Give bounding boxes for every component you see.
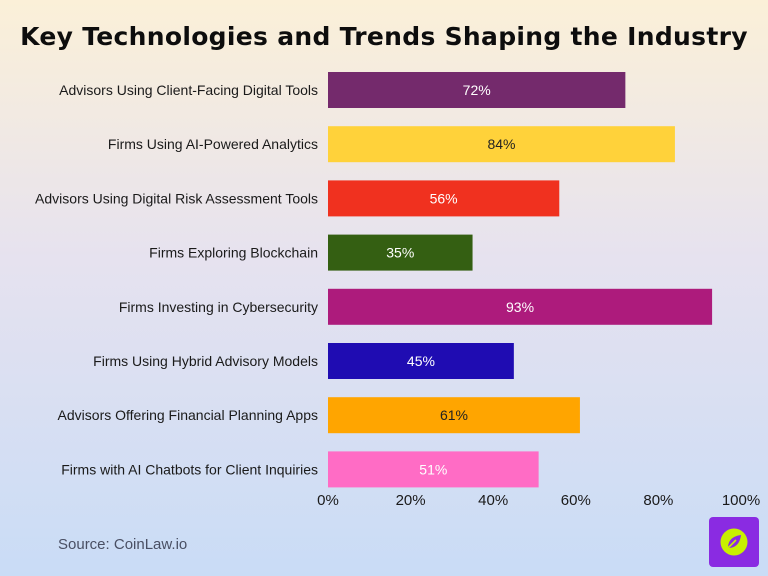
source-text: Source: CoinLaw.io: [58, 536, 188, 553]
x-tick-label: 40%: [478, 492, 508, 509]
bar: [328, 343, 514, 379]
bar-value-label: 72%: [463, 82, 491, 98]
category-label: Firms Investing in Cybersecurity: [119, 299, 318, 315]
bar-value-label: 35%: [386, 245, 414, 261]
x-axis-ticks: 0% 20% 40% 60% 80% 100%: [317, 492, 760, 509]
bar-value-label: 45%: [407, 353, 435, 369]
category-label: Advisors Offering Financial Planning App…: [58, 407, 318, 423]
category-label: Firms Exploring Blockchain: [149, 245, 318, 261]
x-tick-label: 100%: [722, 492, 760, 509]
category-label: Advisors Using Client-Facing Digital Too…: [59, 82, 318, 98]
bar: [328, 451, 539, 488]
bar: [328, 397, 580, 434]
category-label: Firms Using AI-Powered Analytics: [108, 136, 318, 152]
bar-value-label: 84%: [487, 136, 515, 152]
category-labels: Advisors Using Client-Facing Digital Too…: [35, 82, 318, 477]
category-label: Firms with AI Chatbots for Client Inquir…: [61, 461, 318, 477]
category-label: Advisors Using Digital Risk Assessment T…: [35, 190, 318, 206]
bar-value-label: 61%: [440, 407, 468, 423]
logo-badge: [709, 517, 759, 567]
bar-value-label: 93%: [506, 299, 534, 315]
x-tick-label: 0%: [317, 492, 339, 509]
bar: [328, 288, 713, 325]
bar: [328, 72, 626, 108]
bar: [328, 126, 675, 163]
leaf-icon: [720, 528, 748, 556]
x-tick-label: 80%: [643, 492, 673, 509]
value-labels: 72% 84% 56% 35% 93% 45% 61% 51%: [386, 82, 534, 477]
bar: [328, 234, 473, 271]
bars: [328, 72, 713, 488]
x-tick-label: 20%: [396, 492, 426, 509]
chart-title: Key Technologies and Trends Shaping the …: [20, 22, 748, 51]
bar: [328, 180, 560, 217]
x-tick-label: 60%: [561, 492, 591, 509]
bar-value-label: 51%: [419, 461, 447, 477]
bar-value-label: 56%: [430, 190, 458, 206]
category-label: Firms Using Hybrid Advisory Models: [93, 353, 318, 369]
